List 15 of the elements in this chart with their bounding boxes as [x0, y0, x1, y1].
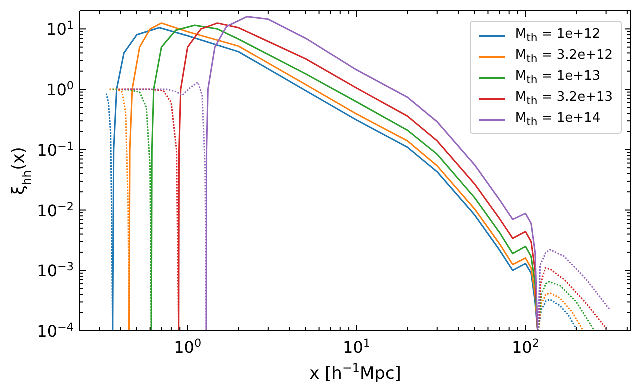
- y-tick-label: 10$^{−2}$: [37, 200, 74, 220]
- y-tick-label: 10$^{1}$: [46, 18, 74, 40]
- x-tick-label: 10$^{1}$: [343, 336, 371, 357]
- y-tick-label: 10$^{−3}$: [37, 260, 74, 281]
- legend-label: M$_{th}$ = 3.2e+12: [515, 48, 613, 66]
- y-tick-label: 10$^{0}$: [46, 79, 74, 100]
- x-tick-label: 10$^{0}$: [174, 336, 202, 357]
- legend-label: M$_{th}$ = 1e+12: [515, 26, 601, 44]
- y-tick-label: 10$^{−4}$: [37, 320, 74, 341]
- legend-label: M$_{th}$ = 1e+14: [515, 110, 601, 128]
- legend-label: M$_{th}$ = 1e+13: [515, 68, 601, 86]
- legend-label: M$_{th}$ = 3.2e+13: [515, 90, 613, 108]
- x-axis-title: x [h$^{−1}$Mpc]: [310, 361, 402, 384]
- x-tick-label: 10$^{2}$: [512, 336, 540, 357]
- y-tick-label: 10$^{−1}$: [37, 139, 74, 160]
